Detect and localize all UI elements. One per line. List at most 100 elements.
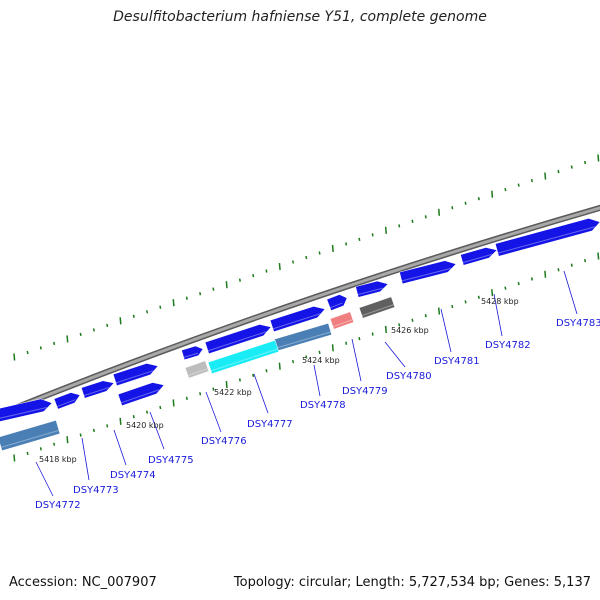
- gene-label: DSY4775: [148, 455, 194, 466]
- inner-row-tick: [132, 415, 135, 419]
- inner-row-tick: [199, 392, 202, 396]
- gene-feature-9: [355, 280, 389, 298]
- outer-row-tick: [437, 208, 441, 216]
- gene-feature-sheen: [0, 407, 47, 419]
- inner-row-tick: [384, 325, 387, 334]
- gene-feature-4: [117, 382, 165, 406]
- leader-line: [205, 391, 222, 433]
- leader-line: [113, 429, 127, 466]
- gene-feature-sheen: [329, 302, 343, 309]
- outer-row-tick: [145, 310, 149, 314]
- outer-row-tick: [477, 197, 480, 201]
- gene-feature-0: [0, 398, 53, 422]
- outer-row-tick: [305, 255, 308, 260]
- outer-row-tick: [544, 172, 547, 180]
- genome-title: Desulfitobacterium hafniense Y51, comple…: [113, 9, 487, 25]
- label-leader-lines: [35, 270, 578, 497]
- inner-row-tick: [13, 454, 16, 462]
- inner-row-tick: [252, 373, 255, 378]
- outer-row-tick: [53, 341, 56, 346]
- outer-row-tick: [39, 346, 42, 350]
- outer-row-tick: [225, 281, 228, 289]
- gene-feature-11: [460, 247, 498, 266]
- inner-row-tick: [172, 399, 175, 407]
- leader-line: [149, 411, 165, 450]
- kbp-label: 5422 kbp: [214, 388, 252, 397]
- leader-line: [313, 364, 321, 397]
- outer-row-tick: [371, 233, 374, 237]
- gene-feature-18: [358, 296, 396, 319]
- outer-row-tick: [119, 317, 122, 325]
- inner-row-tick: [530, 277, 533, 281]
- gene-feature-sheen: [115, 370, 154, 384]
- outer-row-tick: [491, 190, 494, 198]
- gene-feature-sheen: [187, 368, 209, 377]
- outer-row-tick: [597, 154, 600, 162]
- genome-summary-text: Topology: circular; Length: 5,727,534 bp…: [233, 575, 591, 590]
- inner-row-tick: [26, 451, 29, 456]
- leader-line: [35, 461, 54, 497]
- inner-row-tick: [570, 263, 573, 267]
- gene-feature-sheen: [462, 253, 493, 264]
- gene-feature-sheen: [56, 399, 76, 408]
- inner-row-tick: [424, 314, 427, 318]
- outer-row-tick: [331, 244, 334, 253]
- outer-row-tick: [398, 224, 401, 228]
- tick-marks: [13, 154, 600, 462]
- gene-feature-5: [181, 345, 204, 361]
- gene-feature-17: [329, 311, 355, 330]
- outer-row-tick: [238, 278, 241, 282]
- gene-label: DSY4783: [556, 318, 600, 329]
- inner-row-tick: [225, 380, 228, 389]
- inner-row-tick: [66, 436, 69, 444]
- outer-row-tick: [278, 262, 281, 271]
- gene-feature-6: [204, 324, 272, 355]
- gene-label: DSY4781: [434, 356, 480, 367]
- gene-feature-sheen: [0, 429, 60, 448]
- gene-label: DSY4776: [201, 436, 247, 447]
- outer-row-tick: [557, 169, 560, 174]
- gene-feature-3: [112, 363, 159, 387]
- kbp-label: 5418 kbp: [39, 455, 77, 464]
- inner-row-tick: [358, 336, 361, 341]
- gene-label: DSY4777: [247, 419, 293, 430]
- leader-line: [440, 308, 452, 353]
- inner-row-tick: [411, 318, 414, 322]
- leader-line: [384, 341, 406, 368]
- inner-row-tick: [265, 369, 268, 373]
- gene-label: DSY4779: [342, 386, 388, 397]
- gene-label: DSY4778: [300, 400, 346, 411]
- inner-row-tick: [517, 281, 520, 286]
- gene-feature-15: [207, 339, 280, 375]
- leader-line: [253, 373, 269, 414]
- inner-row-tick: [504, 286, 507, 290]
- inner-row-tick: [92, 428, 95, 433]
- outer-row-tick: [252, 273, 255, 278]
- inner-row-tick: [212, 387, 215, 391]
- gene-feature-sheen: [120, 389, 160, 404]
- gene-feature-sheen: [207, 331, 267, 352]
- gene-feature-sheen: [401, 267, 452, 282]
- inner-row-tick: [477, 295, 480, 299]
- leader-line: [81, 437, 90, 481]
- inner-row-tick: [318, 350, 321, 355]
- leader-line: [493, 293, 503, 337]
- outer-row-tick: [570, 165, 573, 169]
- leader-line: [351, 338, 362, 382]
- gene-feature-sheen: [183, 352, 199, 358]
- inner-row-tick: [145, 410, 149, 414]
- outer-row-tick: [265, 269, 268, 273]
- outer-row-tick: [517, 183, 520, 187]
- outer-row-tick: [384, 226, 387, 234]
- gene-features: [0, 218, 600, 452]
- gene-feature-sheen: [361, 304, 395, 317]
- gene-feature-sheen: [497, 226, 596, 254]
- inner-row-tick: [464, 300, 467, 304]
- outer-row-tick: [530, 178, 533, 183]
- gene-label: DSY4774: [110, 470, 156, 481]
- outer-row-tick: [424, 215, 427, 219]
- outer-row-tick: [358, 237, 361, 242]
- gene-feature-13: [0, 419, 61, 452]
- gene-feature-8: [326, 294, 348, 311]
